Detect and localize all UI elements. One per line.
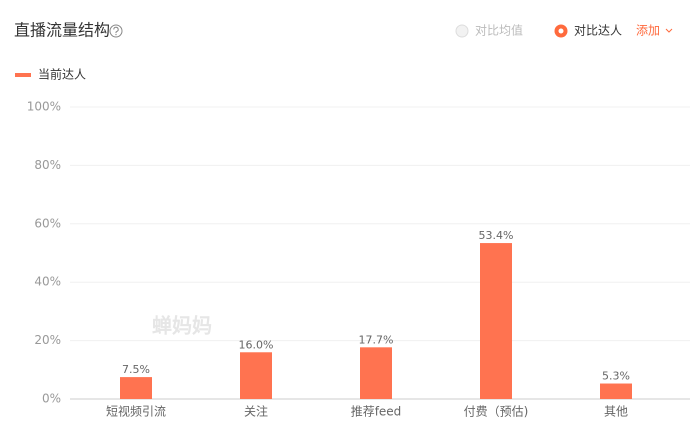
bar [480, 243, 512, 399]
value-label: 5.3% [602, 370, 630, 383]
x-tick-label: 关注 [244, 404, 268, 419]
value-label: 16.0% [239, 338, 274, 351]
y-tick-label: 60% [34, 216, 61, 230]
x-tick-label: 短视频引流 [106, 404, 166, 419]
compare-average-label: 对比均值 [475, 23, 523, 38]
y-tick-label: 0% [42, 392, 61, 406]
y-tick-label: 40% [34, 275, 61, 289]
compare-creator-label: 对比达人 [574, 24, 622, 38]
add-button[interactable]: 添加 [636, 24, 673, 38]
radio-dot [558, 28, 564, 34]
help-glyph [113, 26, 119, 34]
value-label: 53.4% [479, 229, 514, 242]
help-dot [115, 34, 117, 36]
chart-title: 直播流量结构 [14, 21, 110, 40]
value-label: 17.7% [359, 333, 394, 346]
compare-average-option[interactable]: 对比均值 [455, 23, 523, 38]
y-tick-label: 80% [34, 158, 61, 172]
compare-creator-option[interactable]: 对比达人 [554, 24, 623, 38]
add-label: 添加 [636, 24, 660, 38]
x-tick-label: 付费（预估) [464, 405, 529, 419]
help-icon[interactable] [109, 24, 123, 38]
bar [360, 347, 392, 399]
x-tick-label: 推荐feed [351, 405, 402, 419]
value-label: 7.5% [122, 363, 150, 376]
radio-off [455, 24, 469, 38]
help-circle [109, 24, 123, 38]
chevron [665, 28, 673, 33]
bar [120, 377, 152, 399]
bar [600, 383, 632, 399]
watermark: 蝉妈妈 [152, 314, 212, 338]
y-tick-label: 100% [27, 100, 61, 114]
y-tick-label: 20% [34, 333, 61, 347]
legend-label: 当前达人 [38, 67, 86, 82]
x-tick-label: 其他 [604, 405, 628, 419]
bar [240, 352, 272, 399]
